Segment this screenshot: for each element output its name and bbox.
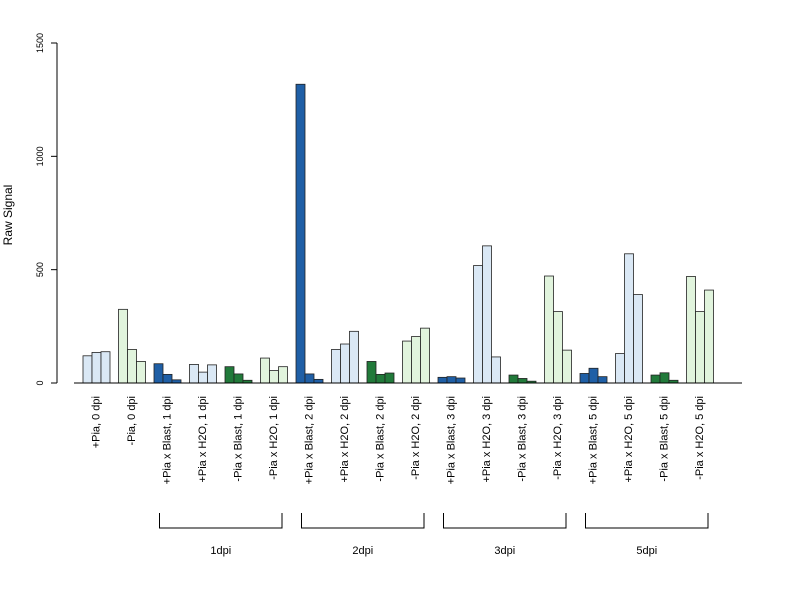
bar: [517, 378, 528, 384]
y-tick-label: 0: [35, 380, 45, 385]
y-axis: 0 500 1000 1500: [35, 33, 58, 386]
x-tick-labels: +Pia, 0 dpi -Pia, 0 dpi +Pia x Blast, 1 dp…: [90, 396, 706, 484]
x-tick-label: +Pia x H2O, 1 dpi: [197, 396, 209, 483]
group-bracket: [159, 513, 283, 529]
x-tick-label: -Pia x Blast, 3 dpi: [516, 396, 528, 482]
bar: [473, 265, 483, 384]
bar: [491, 356, 501, 384]
bar: [659, 372, 670, 384]
x-tick-label: +Pia x Blast, 1 dpi: [161, 396, 173, 484]
bar: [136, 361, 146, 384]
bar: [349, 330, 359, 384]
bar: [127, 349, 137, 384]
group-label: 3dpi: [494, 545, 515, 557]
y-axis-label: Raw Signal: [1, 185, 15, 246]
group-label: 5dpi: [636, 545, 657, 557]
y-tick-label: 1000: [35, 146, 45, 166]
x-tick-label: -Pia x Blast, 1 dpi: [232, 396, 244, 482]
bar: [704, 289, 714, 384]
bar: [411, 336, 421, 384]
bar: [340, 343, 350, 384]
bar: [579, 373, 590, 384]
group-bracket: [443, 513, 567, 529]
bar: [313, 378, 324, 384]
bar: [633, 294, 643, 384]
x-tick-label: +Pia, 0 dpi: [90, 396, 102, 448]
bar: [207, 364, 217, 384]
bar: [508, 374, 519, 384]
x-tick-label: -Pia x Blast, 2 dpi: [374, 396, 386, 482]
bar: [562, 349, 572, 384]
bar: [162, 373, 173, 384]
bar: [153, 363, 164, 384]
x-tick-label: -Pia x H2O, 1 dpi: [268, 396, 280, 480]
x-tick-label: -Pia, 0 dpi: [126, 396, 138, 446]
x-tick-label: -Pia x Blast, 5 dpi: [658, 396, 670, 482]
x-tick-label: -Pia x H2O, 3 dpi: [552, 396, 564, 480]
bar: [695, 311, 705, 384]
x-tick-label: +Pia x Blast, 3 dpi: [445, 396, 457, 484]
bar: [686, 276, 696, 384]
bar: [588, 367, 599, 384]
bar: [331, 349, 341, 384]
bar: [366, 361, 377, 384]
group-brackets: 1dpi 2dpi 3dpi 5dpi: [159, 513, 709, 557]
bar: [224, 366, 235, 384]
bar: [295, 83, 306, 384]
x-tick-label: -Pia x H2O, 5 dpi: [694, 396, 706, 480]
bar: [375, 373, 386, 384]
bar: [269, 370, 279, 384]
bar: [624, 253, 634, 384]
bar: [650, 374, 661, 384]
x-tick-label: -Pia x H2O, 2 dpi: [410, 396, 422, 480]
x-tick-label: +Pia x Blast, 2 dpi: [303, 396, 315, 484]
bar: [384, 372, 395, 384]
bar: [482, 245, 492, 384]
bar: [260, 357, 270, 384]
bar: [91, 351, 102, 384]
bar: [189, 364, 199, 384]
x-tick-label: +Pia x H2O, 2 dpi: [339, 396, 351, 483]
bar: [553, 311, 563, 384]
bar: [198, 371, 208, 384]
y-tick-label: 500: [35, 262, 45, 277]
bar: [118, 308, 128, 384]
bar: [82, 355, 93, 384]
bar: [615, 353, 625, 384]
bar: [446, 376, 457, 384]
bar: [455, 377, 466, 384]
group-label: 1dpi: [210, 545, 231, 557]
bars: [82, 83, 714, 384]
bar: [100, 351, 111, 384]
bar: [544, 275, 554, 384]
bar: [437, 376, 448, 384]
bar: [420, 327, 430, 384]
bar: [233, 373, 244, 384]
bar: [597, 376, 608, 384]
bar: [278, 366, 288, 384]
x-tick-label: +Pia x H2O, 3 dpi: [481, 396, 493, 483]
y-tick-label: 1500: [35, 33, 45, 53]
group-label: 2dpi: [352, 545, 373, 557]
group-bracket: [301, 513, 425, 529]
x-tick-label: +Pia x H2O, 5 dpi: [623, 396, 635, 483]
x-tick-label: +Pia x Blast, 5 dpi: [587, 396, 599, 484]
bar: [304, 373, 315, 384]
bar: [402, 340, 412, 384]
group-bracket: [585, 513, 709, 529]
